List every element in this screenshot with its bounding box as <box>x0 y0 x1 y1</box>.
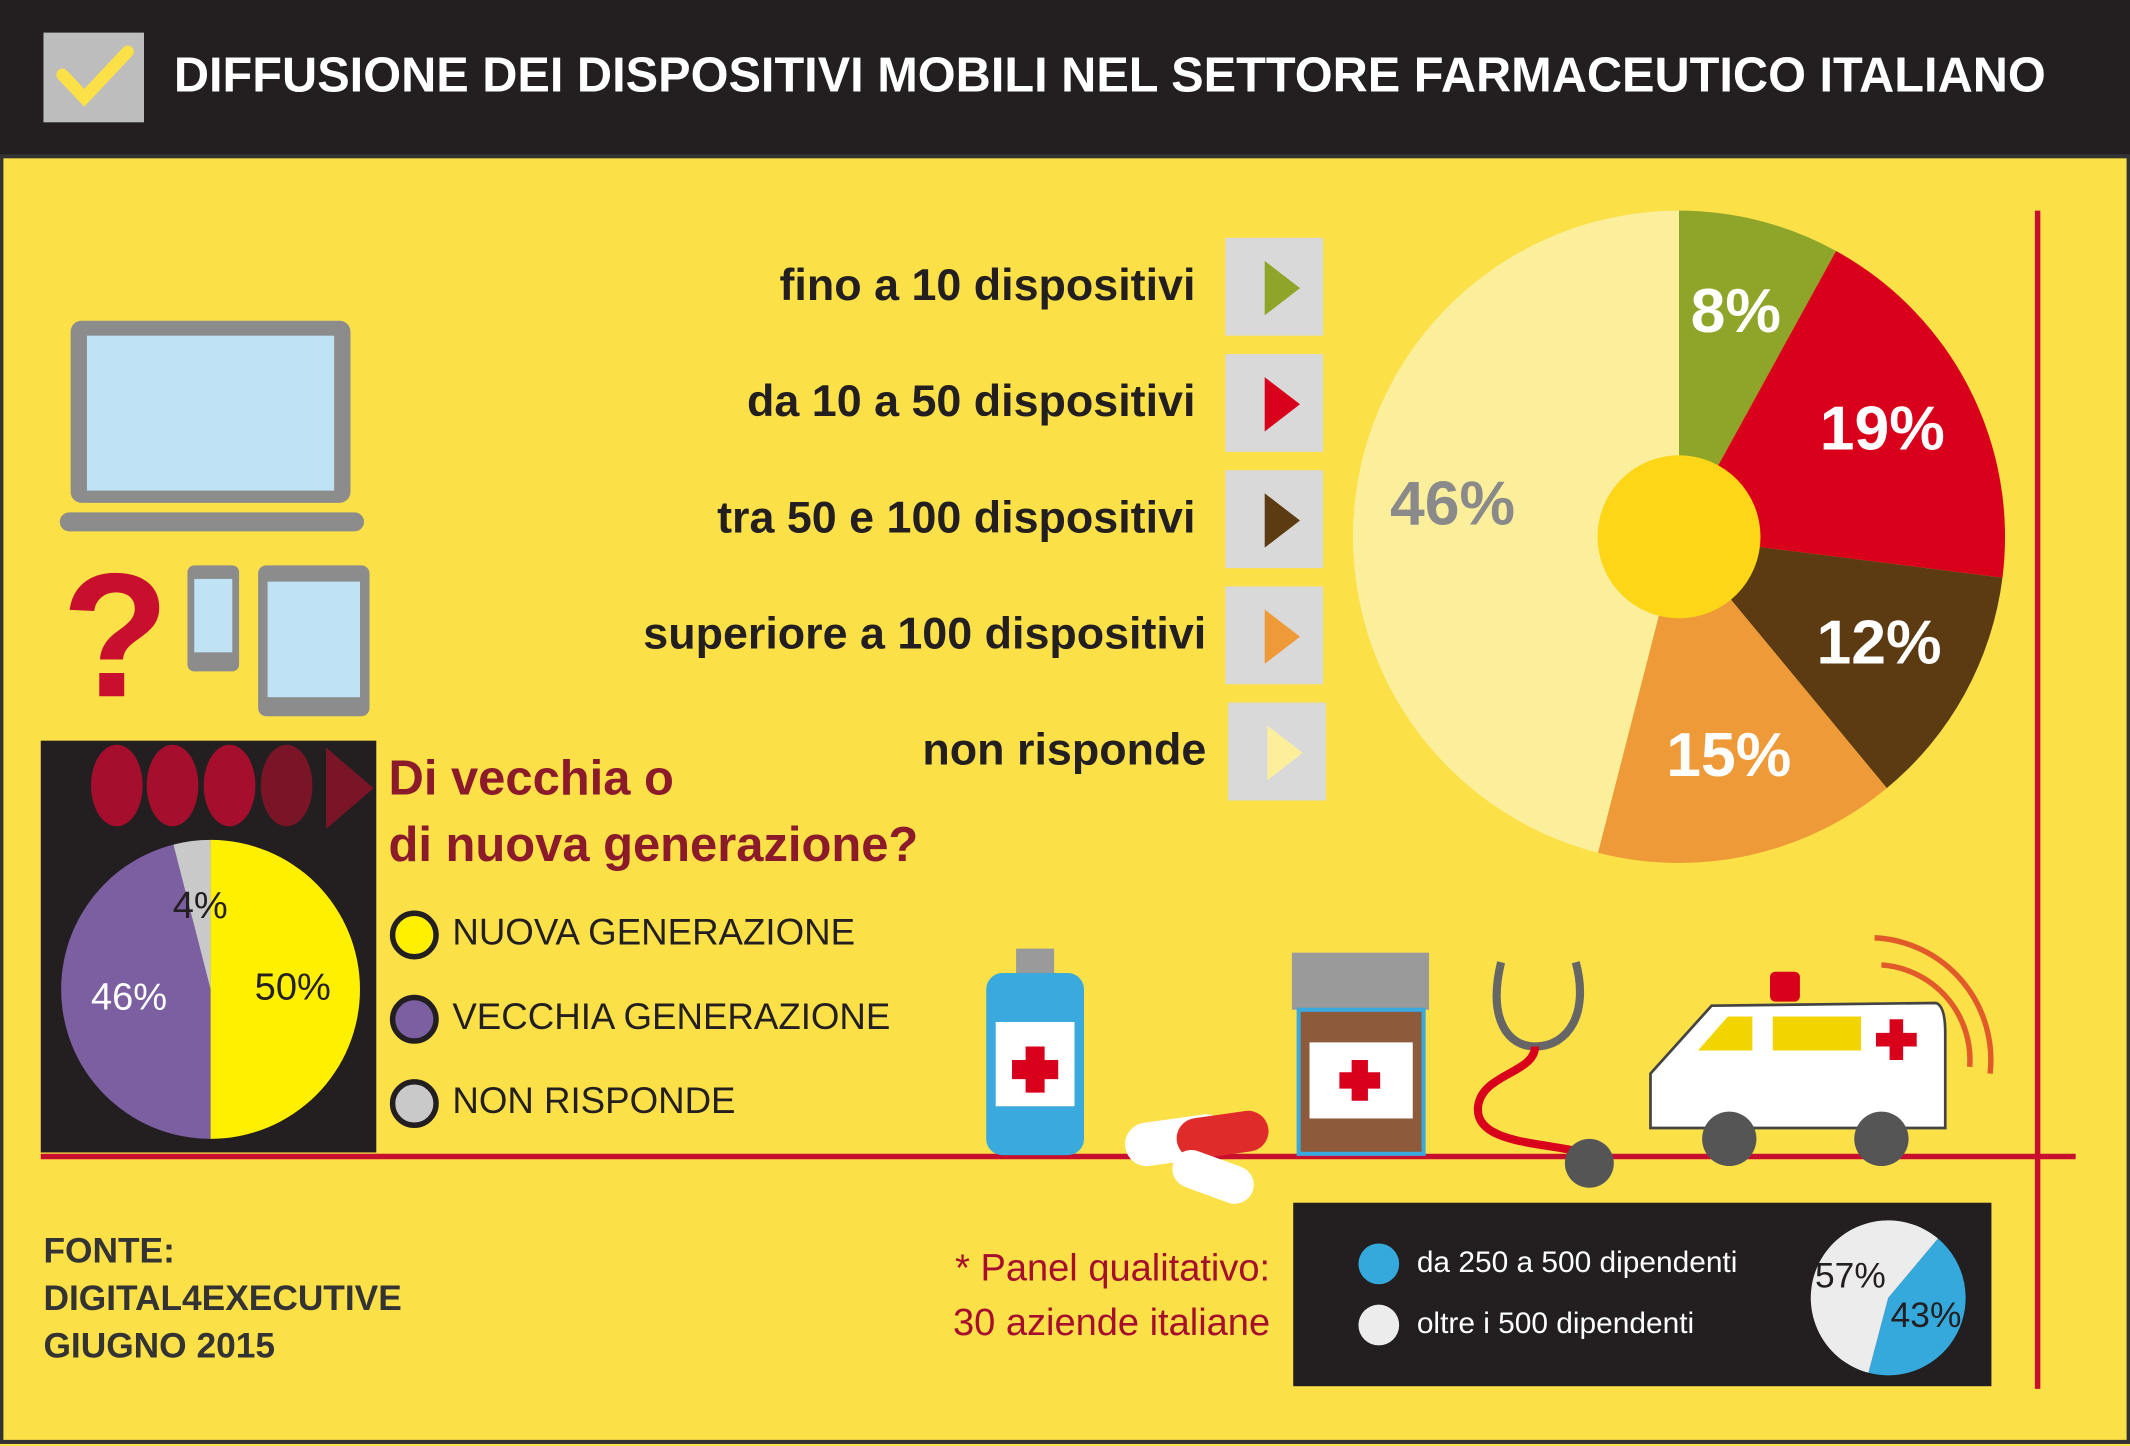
wheel <box>1854 1111 1909 1167</box>
pie-slice <box>1810 1220 1938 1373</box>
oval <box>91 744 143 827</box>
laptop-base <box>59 512 365 532</box>
note: 30 aziende italiane <box>953 1302 1270 1344</box>
stethoscope-head <box>1564 1138 1614 1188</box>
legend-label: tra 50 e 100 dispositivi <box>717 491 1195 542</box>
laptop-screen <box>86 335 335 491</box>
pie-center <box>1597 455 1761 619</box>
pill <box>1172 1149 1254 1204</box>
oval <box>203 744 256 827</box>
legend-label: da 250 a 500 dipendenti <box>1417 1246 1738 1279</box>
oval <box>260 744 313 827</box>
legend-swatch <box>389 910 439 960</box>
frame <box>0 154 2130 1444</box>
title: DIFFUSIONE DEI DISPOSITIVI MOBILI NEL SE… <box>174 49 2046 103</box>
data-label: 12% <box>1816 607 1941 677</box>
wheel <box>1702 1111 1757 1167</box>
pie-slice <box>210 839 360 1139</box>
bottle-cap <box>1016 948 1055 976</box>
arrow <box>326 747 374 830</box>
legend-label: NON RISPONDE <box>452 1080 735 1121</box>
header <box>0 0 2130 157</box>
legend-label: NUOVA GENERAZIONE <box>452 912 855 953</box>
jar-cap <box>1291 952 1430 1010</box>
pie-slice <box>173 839 211 990</box>
pie-slice <box>1679 210 1837 537</box>
siren <box>1770 971 1800 1002</box>
data-label: 46% <box>91 977 167 1019</box>
legend-swatch <box>389 994 439 1044</box>
legend-label: oltre i 500 dipendenti <box>1417 1307 1694 1340</box>
legend-swatch <box>1267 725 1303 781</box>
cross <box>1012 1046 1059 1093</box>
chart-title: di nuova generazione? <box>389 818 919 872</box>
legend-swatch <box>1264 377 1301 432</box>
pie-slice <box>1597 536 1887 863</box>
pie-slice <box>1868 1238 1966 1376</box>
legend-swatch <box>1358 1304 1400 1346</box>
pie-slice <box>1679 250 2006 578</box>
data-label: 8% <box>1691 276 1781 346</box>
legend-label: superiore a 100 dispositivi <box>643 608 1206 659</box>
signal <box>1881 962 1973 1068</box>
check-icon <box>56 45 134 107</box>
source: FONTE: <box>43 1231 174 1270</box>
question-mark: ? <box>62 537 170 734</box>
cross <box>1875 1019 1917 1061</box>
pie-slice <box>1352 210 1680 853</box>
source: GIUGNO 2015 <box>43 1326 275 1365</box>
pie-slice <box>1679 536 2003 789</box>
source: DIGITAL4EXECUTIVE <box>43 1279 401 1318</box>
data-label: 50% <box>255 966 331 1008</box>
note: * Panel qualitativo: <box>955 1248 1270 1290</box>
data-label: 46% <box>1390 469 1515 539</box>
data-label: 57% <box>1815 1257 1886 1296</box>
phone-screen <box>194 578 233 653</box>
legend-swatch <box>1264 609 1301 664</box>
stethoscope-tube <box>1473 1045 1589 1159</box>
legend-swatch <box>1358 1243 1400 1285</box>
signal <box>1874 935 1994 1074</box>
legend-label: non risponde <box>922 724 1206 775</box>
cross <box>1339 1060 1381 1101</box>
data-label: 15% <box>1666 720 1791 790</box>
pill <box>1176 1110 1269 1159</box>
pie-slice <box>61 844 211 1139</box>
legend-label: da 10 a 50 dispositivi <box>747 375 1195 426</box>
data-label: 43% <box>1891 1296 1962 1335</box>
legend-label: VECCHIA GENERAZIONE <box>452 996 890 1037</box>
data-label: 4% <box>173 885 228 927</box>
legend-swatch <box>389 1079 439 1128</box>
legend-swatch <box>1264 493 1301 548</box>
chart-title: Di vecchia o <box>389 751 674 805</box>
legend-label: fino a 10 dispositivi <box>780 259 1196 310</box>
oval-row <box>91 744 374 830</box>
oval <box>146 744 199 827</box>
ambulance-window <box>1698 1016 1862 1051</box>
tablet-screen <box>267 581 360 698</box>
stethoscope <box>1492 961 1584 1051</box>
legend-swatch <box>1264 260 1301 316</box>
data-label: 19% <box>1820 394 1945 464</box>
